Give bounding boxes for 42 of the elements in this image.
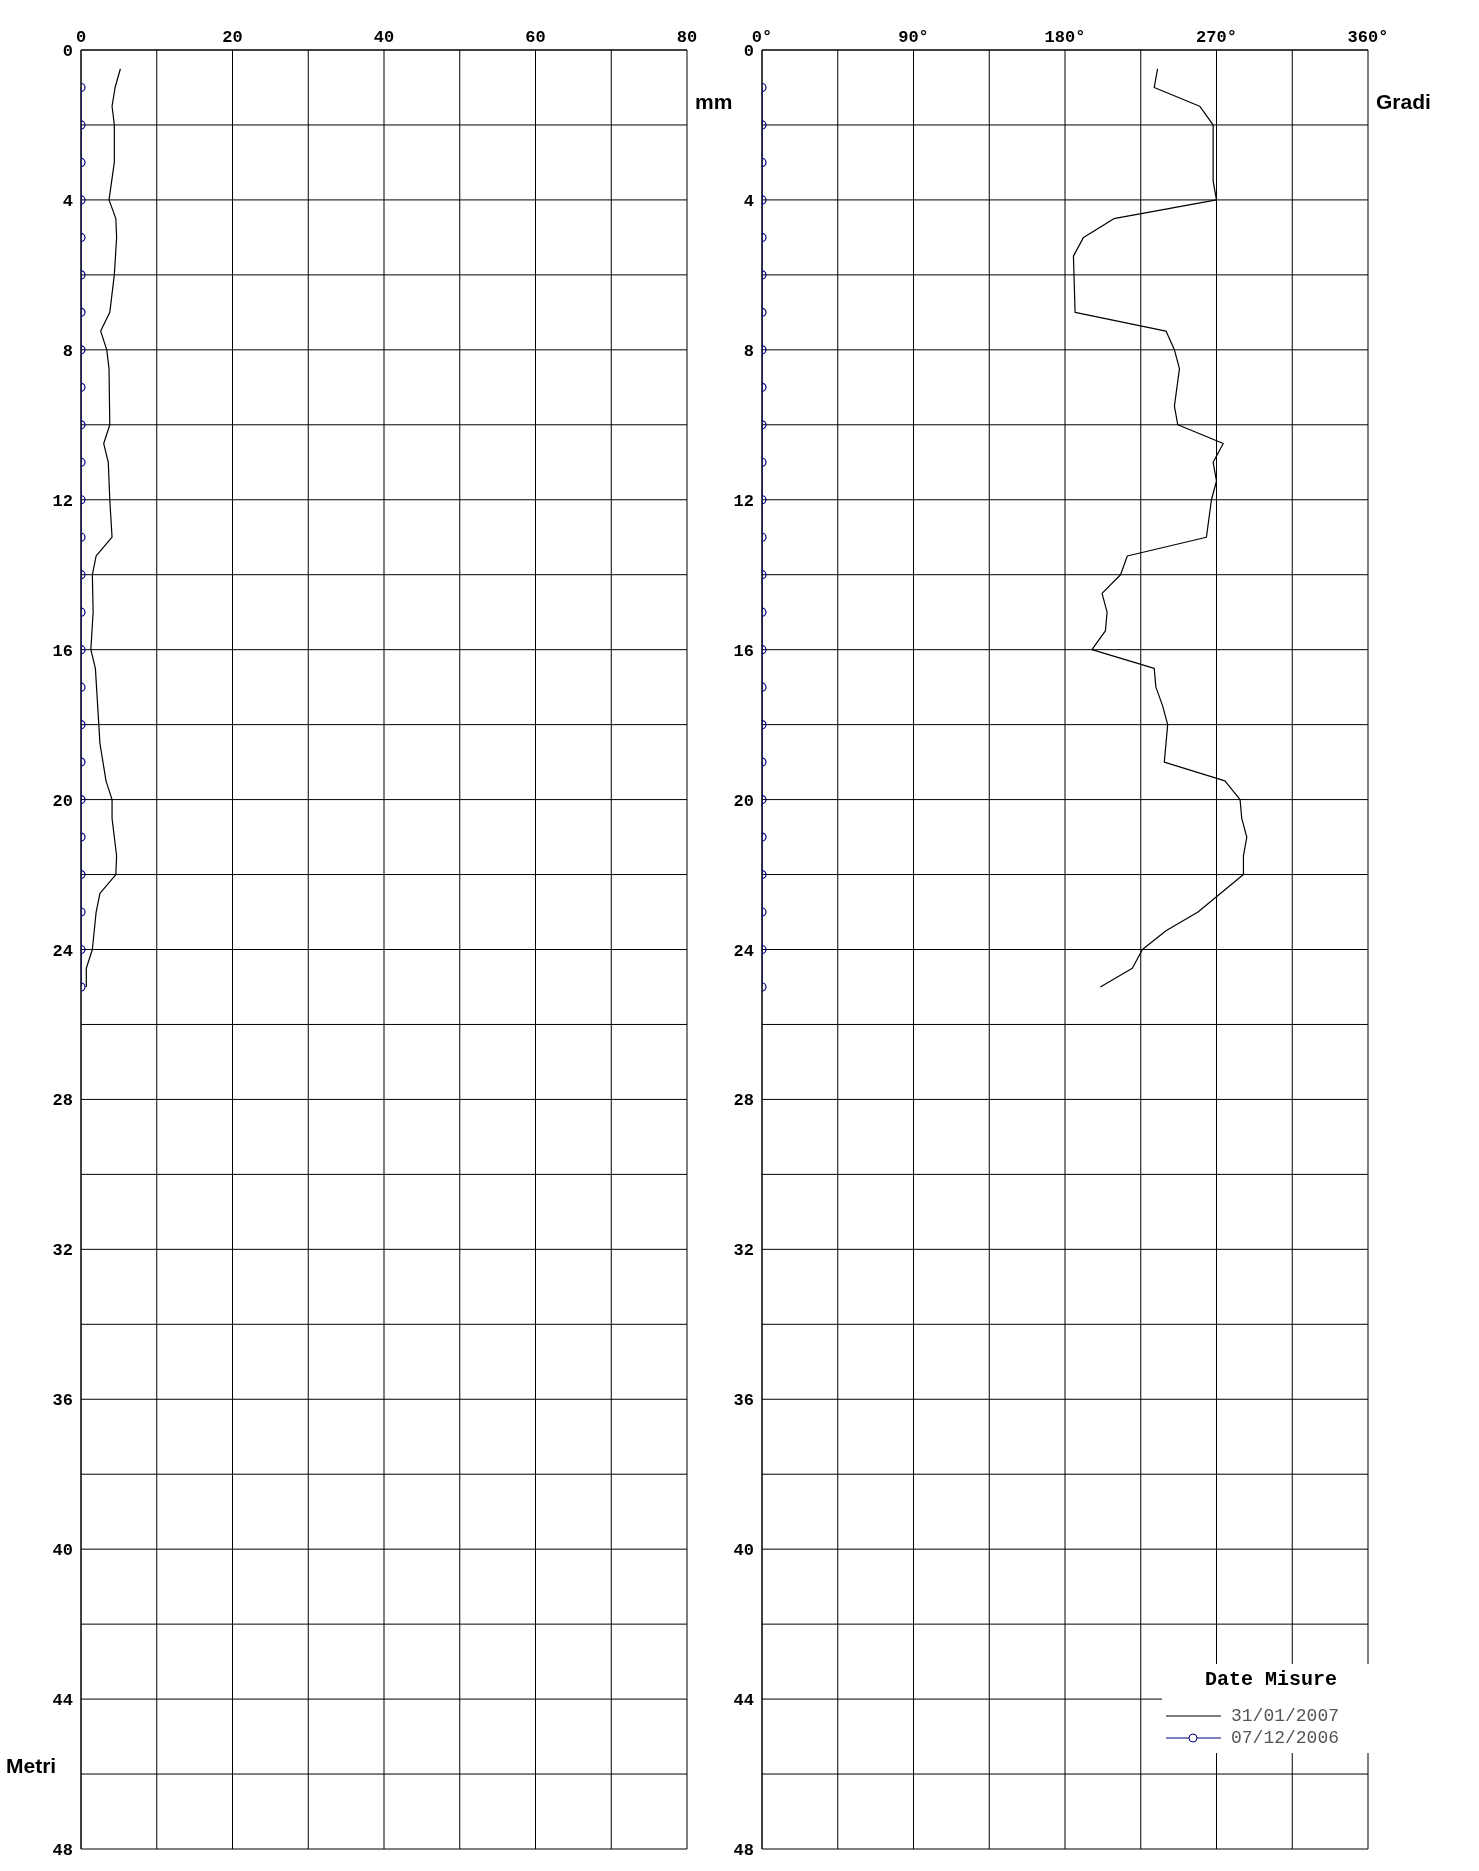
x-tick-label: 60 [525,28,546,47]
legend-label: 07/12/2006 [1231,1727,1340,1749]
y-tick-label: 40 [52,1541,73,1561]
y-tick-label: 8 [62,341,73,361]
y-tick-label: 16 [52,641,73,661]
x-tick-label: 90° [898,28,929,47]
y-tick-label: 48 [733,1841,754,1861]
y-tick-label: 36 [52,1391,73,1411]
y-tick-label: 12 [733,491,754,511]
x-tick-label: 0° [751,28,773,47]
x-tick-label: 20 [222,28,243,47]
x-tick-label: 0 [75,28,87,47]
y-tick-label: 28 [52,1091,73,1111]
y-tick-label: 4 [743,191,754,211]
y-tick-label: 8 [743,341,754,361]
x-tick-label: 40 [373,28,395,47]
y-tick-label: 36 [733,1391,754,1411]
x-axis-title: Gradi [1376,90,1431,114]
legend-title: Date Misure [1204,1668,1338,1691]
x-tick-label: 360° [1347,28,1389,47]
y-tick-label: 24 [733,941,754,961]
y-tick-label: 28 [733,1091,754,1111]
y-tick-label: 32 [52,1241,73,1261]
legend-label: 31/01/2007 [1231,1705,1340,1727]
x-tick-label: 270° [1196,28,1237,47]
y-tick-label: 44 [52,1691,73,1711]
y-tick-label: 12 [52,491,73,511]
y-tick-label: 40 [733,1541,754,1561]
y-tick-label: 16 [733,641,754,661]
x-axis-title: mm [695,90,733,114]
y-tick-label: 48 [52,1841,73,1861]
y-tick-label: 24 [52,941,73,961]
y-axis-title: Metri [6,1754,57,1778]
y-tick-label: 0 [62,42,73,62]
y-tick-label: 32 [733,1241,754,1261]
y-tick-label: 4 [62,191,73,211]
y-tick-label: 20 [733,791,754,811]
x-tick-label: 80 [676,28,698,47]
y-tick-label: 44 [733,1691,754,1711]
y-tick-label: 20 [52,791,73,811]
y-tick-label: 0 [743,42,754,62]
x-tick-label: 180° [1044,28,1086,47]
